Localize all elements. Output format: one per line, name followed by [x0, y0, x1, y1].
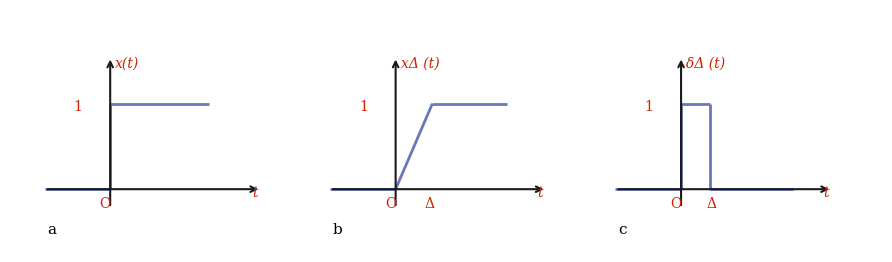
Text: Δ: Δ — [706, 197, 716, 211]
Text: O: O — [671, 197, 681, 211]
Text: Δ: Δ — [425, 197, 434, 211]
Text: b: b — [333, 223, 343, 237]
Text: t: t — [537, 186, 543, 200]
Text: x(t): x(t) — [115, 57, 140, 71]
Text: 1: 1 — [644, 100, 653, 113]
Text: δΔ (t): δΔ (t) — [686, 57, 725, 71]
Text: O: O — [385, 197, 396, 211]
Text: xΔ (t): xΔ (t) — [401, 57, 440, 71]
Text: 1: 1 — [359, 100, 368, 113]
Text: c: c — [618, 223, 626, 237]
Text: 1: 1 — [73, 100, 82, 113]
Text: a: a — [47, 223, 56, 237]
Text: t: t — [252, 186, 258, 200]
Text: t: t — [822, 186, 829, 200]
Text: O: O — [100, 197, 111, 211]
